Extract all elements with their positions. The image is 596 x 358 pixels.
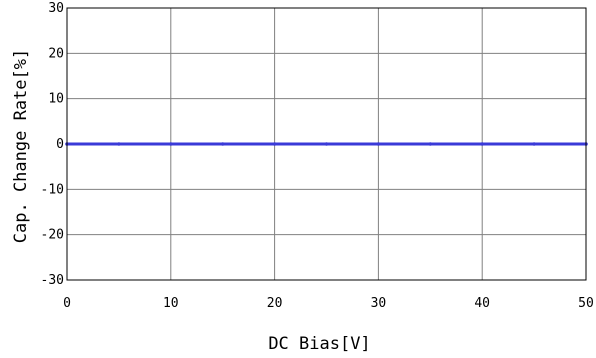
x-tick-label-2: 20	[267, 296, 283, 311]
y-tick-label-1: -20	[41, 228, 64, 243]
series-layer	[65, 142, 588, 146]
data-point-0-3	[220, 142, 225, 146]
y-tick-label-6: 30	[48, 1, 64, 16]
y-tick-label-5: 20	[48, 46, 64, 61]
y-tick-labels: -30 -20 -10 0 10 20 30	[41, 1, 64, 288]
data-point-0-5	[324, 142, 329, 146]
x-axis-title: DC Bias[V]	[268, 334, 370, 354]
y-tick-label-4: 10	[48, 92, 64, 107]
data-point-0-2	[169, 142, 173, 146]
x-tick-label-4: 40	[474, 296, 490, 311]
y-tick-label-0: -30	[41, 273, 64, 288]
data-point-0-8	[480, 142, 485, 146]
y-axis-title: Cap. Change Rate[%]	[11, 49, 31, 243]
x-tick-label-3: 30	[371, 296, 387, 311]
x-tick-label-5: 50	[578, 296, 594, 311]
data-point-0-7	[428, 142, 433, 146]
data-point-0-6	[376, 142, 381, 146]
data-point-0-4	[272, 142, 277, 146]
x-tick-label-1: 10	[163, 296, 179, 311]
y-tick-label-3: 0	[56, 137, 64, 152]
y-tick-label-2: -10	[41, 182, 64, 197]
data-point-0-1	[117, 142, 121, 146]
x-tick-labels: 0 10 20 30 40 50	[63, 296, 594, 311]
data-point-0-9	[532, 142, 536, 146]
x-tick-label-0: 0	[63, 296, 71, 311]
plot-frame	[66, 7, 587, 281]
